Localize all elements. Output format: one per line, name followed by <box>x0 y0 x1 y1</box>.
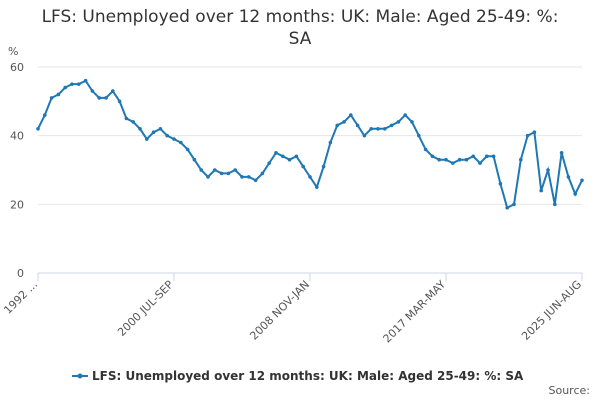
data-point <box>172 137 176 141</box>
data-point <box>383 127 387 131</box>
data-point <box>70 82 74 86</box>
data-point <box>151 130 156 135</box>
data-point <box>457 157 462 162</box>
data-point <box>437 157 442 162</box>
data-point <box>580 178 584 183</box>
data-point <box>90 89 95 93</box>
data-point <box>410 120 414 124</box>
data-point <box>491 154 496 159</box>
data-point <box>505 205 510 210</box>
data-point <box>206 175 210 179</box>
data-point <box>43 113 47 117</box>
data-point <box>376 127 380 131</box>
data-point <box>573 192 577 196</box>
data-point <box>389 123 394 128</box>
x-tick-label: 1992 ... <box>1 278 40 317</box>
legend-marker <box>77 373 83 379</box>
data-point <box>342 120 346 124</box>
data-point <box>83 78 88 83</box>
data-point <box>49 96 54 100</box>
data-point <box>158 127 163 131</box>
data-point <box>117 99 122 104</box>
data-point <box>396 120 401 124</box>
x-tick-label: 2000 JUL-SEP <box>115 278 176 339</box>
y-axis-label: % <box>8 45 18 58</box>
data-point <box>63 85 67 90</box>
data-point <box>485 154 489 159</box>
data-point <box>308 175 312 179</box>
y-tick-label: 0 <box>17 267 24 280</box>
data-point <box>97 96 101 100</box>
data-point <box>321 164 326 169</box>
y-tick-label: 60 <box>10 61 24 74</box>
data-point <box>36 127 40 131</box>
data-point <box>553 202 557 207</box>
data-point <box>165 133 169 138</box>
x-tick-label: 2008 NOV-JAN <box>247 278 312 343</box>
data-point <box>451 161 455 165</box>
data-point <box>362 133 367 138</box>
data-point <box>213 168 217 172</box>
data-point <box>294 154 299 159</box>
data-point <box>444 157 448 162</box>
data-point <box>464 157 469 162</box>
y-tick-label: 40 <box>10 130 24 143</box>
x-tick-label: 2017 MAR-MAY <box>381 278 449 346</box>
data-point <box>131 120 135 124</box>
data-point <box>355 123 360 128</box>
data-point <box>56 92 61 97</box>
data-point <box>349 113 353 117</box>
data-point <box>233 168 237 172</box>
data-point <box>525 133 530 138</box>
legend-label: LFS: Unemployed over 12 months: UK: Male… <box>92 369 524 383</box>
data-point <box>546 168 550 172</box>
data-point <box>267 161 272 165</box>
data-point <box>539 188 543 193</box>
data-point <box>274 151 278 155</box>
data-point <box>315 185 319 189</box>
data-point <box>430 154 435 159</box>
data-point <box>240 175 244 179</box>
data-point <box>423 147 428 152</box>
data-point <box>369 127 374 131</box>
data-point <box>124 116 129 121</box>
data-point <box>328 140 333 145</box>
data-point <box>199 168 203 172</box>
data-point <box>498 181 503 186</box>
data-point <box>77 82 81 86</box>
data-point <box>192 157 197 162</box>
data-point <box>247 175 251 179</box>
data-point <box>179 140 183 145</box>
data-point <box>532 130 537 135</box>
data-point <box>226 171 231 176</box>
data-point <box>111 89 115 93</box>
data-point <box>287 157 292 162</box>
data-point <box>301 164 306 169</box>
data-point <box>185 147 190 152</box>
y-tick-label: 20 <box>10 198 24 211</box>
data-point <box>219 171 224 176</box>
data-point <box>260 171 265 176</box>
data-point <box>566 175 571 179</box>
chart-title: LFS: Unemployed over 12 months: UK: Male… <box>41 7 559 49</box>
data-point <box>253 178 258 183</box>
data-point <box>559 151 564 155</box>
source: Source: <box>549 384 591 397</box>
data-point <box>512 202 516 207</box>
data-point <box>281 154 285 159</box>
data-point <box>417 133 421 138</box>
data-point <box>335 123 340 128</box>
data-point <box>104 96 108 100</box>
data-point <box>403 113 408 117</box>
x-tick-label: 2025 JUN-AUG <box>519 278 584 343</box>
data-point <box>145 137 149 141</box>
data-point <box>519 157 523 162</box>
data-point <box>471 154 476 159</box>
data-point <box>478 161 482 165</box>
data-point <box>138 127 142 131</box>
